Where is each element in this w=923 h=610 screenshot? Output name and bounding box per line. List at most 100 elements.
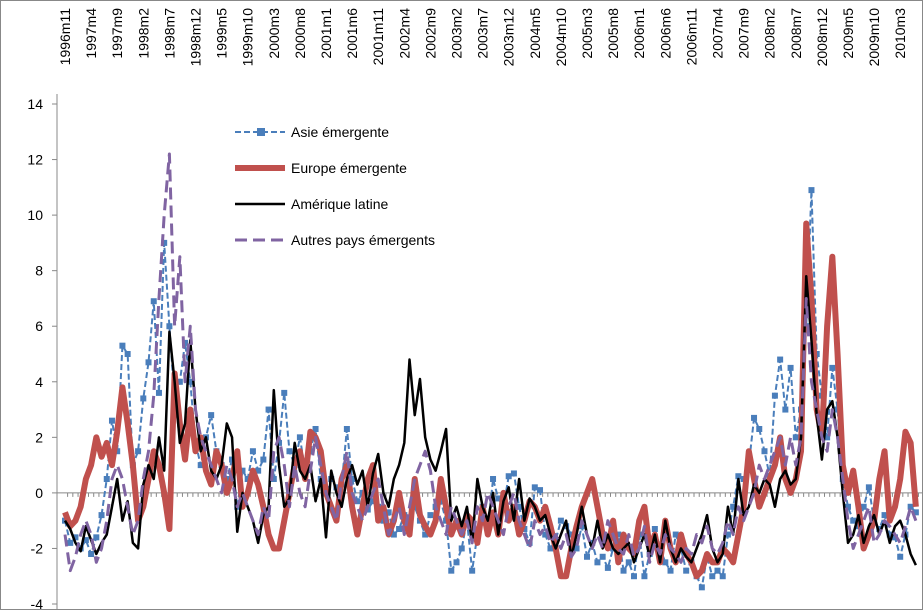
y-tick-label: 12 [27, 152, 43, 168]
marker [845, 503, 851, 510]
series-line [63, 274, 917, 566]
marker [281, 389, 288, 396]
x-tick-label: 2008m12 [814, 8, 830, 67]
marker [155, 389, 162, 396]
marker [584, 553, 590, 560]
marker [369, 498, 376, 505]
marker [547, 545, 554, 552]
marker [907, 503, 914, 510]
legend-label: Europe émergente [291, 160, 407, 176]
marker [270, 476, 277, 482]
y-tick-label: -4 [31, 596, 44, 610]
marker [333, 484, 340, 491]
marker [495, 495, 502, 502]
marker [542, 531, 549, 538]
marker [782, 406, 789, 413]
x-tick-label: 2003m7 [475, 8, 491, 59]
y-tick-label: 2 [35, 429, 43, 445]
marker [735, 473, 742, 480]
marker [396, 526, 403, 532]
y-tick-label: 8 [35, 263, 43, 279]
marker [67, 539, 74, 546]
marker [730, 503, 737, 510]
marker [537, 487, 544, 494]
marker [683, 567, 690, 574]
marker [124, 351, 131, 357]
marker [651, 526, 658, 532]
marker [140, 395, 147, 402]
marker [249, 448, 256, 455]
marker [531, 484, 538, 491]
marker [161, 239, 168, 246]
marker [573, 545, 580, 552]
legend-marker [257, 128, 265, 136]
marker [662, 559, 669, 566]
x-tick-label: 2004m10 [553, 8, 569, 67]
marker [724, 531, 731, 538]
x-tick-label: 2007m9 [736, 8, 752, 59]
marker [239, 467, 246, 474]
x-tick-label: 2006m6 [657, 8, 673, 59]
marker [93, 534, 100, 541]
marker [390, 531, 397, 538]
marker [886, 531, 893, 538]
marker [150, 298, 157, 305]
marker [286, 448, 293, 455]
marker [912, 509, 919, 516]
marker [255, 467, 262, 474]
x-tick-label: 2002m9 [422, 8, 438, 59]
marker [114, 448, 121, 455]
x-tick-label: 1998m12 [188, 8, 204, 67]
marker [897, 553, 904, 560]
marker [505, 473, 512, 480]
marker [787, 364, 794, 371]
marker [448, 567, 455, 574]
marker [422, 531, 429, 538]
marker [667, 567, 674, 574]
y-tick-label: 10 [27, 207, 43, 223]
marker [119, 342, 126, 349]
y-tick-label: 4 [35, 374, 43, 390]
marker [312, 426, 319, 432]
marker [876, 526, 883, 532]
marker [751, 414, 758, 421]
marker [709, 573, 716, 580]
marker [427, 512, 434, 519]
marker [881, 512, 888, 519]
marker [490, 476, 497, 482]
marker [276, 439, 283, 446]
marker [777, 356, 784, 363]
x-tick-label: 2009m5 [840, 8, 856, 59]
marker [166, 323, 173, 330]
x-tick-label: 2006m1 [631, 8, 647, 59]
x-tick-label: 2001m6 [344, 8, 360, 59]
x-tick-label: 1999m10 [240, 8, 256, 67]
legend-label: Autres pays émergents [291, 232, 435, 248]
marker [641, 573, 648, 580]
marker [176, 378, 183, 385]
x-tick-label: 2000m8 [292, 8, 308, 59]
marker [354, 498, 361, 505]
marker [108, 417, 115, 424]
marker [604, 564, 611, 571]
marker [625, 559, 632, 566]
marker [197, 462, 204, 469]
x-tick-label: 2005m3 [579, 8, 595, 59]
marker [244, 476, 251, 482]
marker [135, 448, 142, 455]
y-tick-label: 6 [35, 318, 43, 334]
marker [865, 484, 872, 491]
legend-label: Asie émergente [291, 124, 389, 140]
x-tick-label: 1996m11 [57, 8, 73, 66]
marker [568, 531, 575, 538]
marker [260, 456, 267, 463]
x-tick-label: 2009m10 [866, 8, 882, 67]
marker [557, 517, 564, 524]
x-tick-label: 2007m4 [710, 8, 726, 59]
marker [630, 573, 637, 580]
x-tick-label: 2005m8 [605, 8, 621, 59]
x-tick-label: 1998m2 [135, 8, 151, 59]
marker [808, 187, 815, 194]
marker [82, 537, 89, 544]
